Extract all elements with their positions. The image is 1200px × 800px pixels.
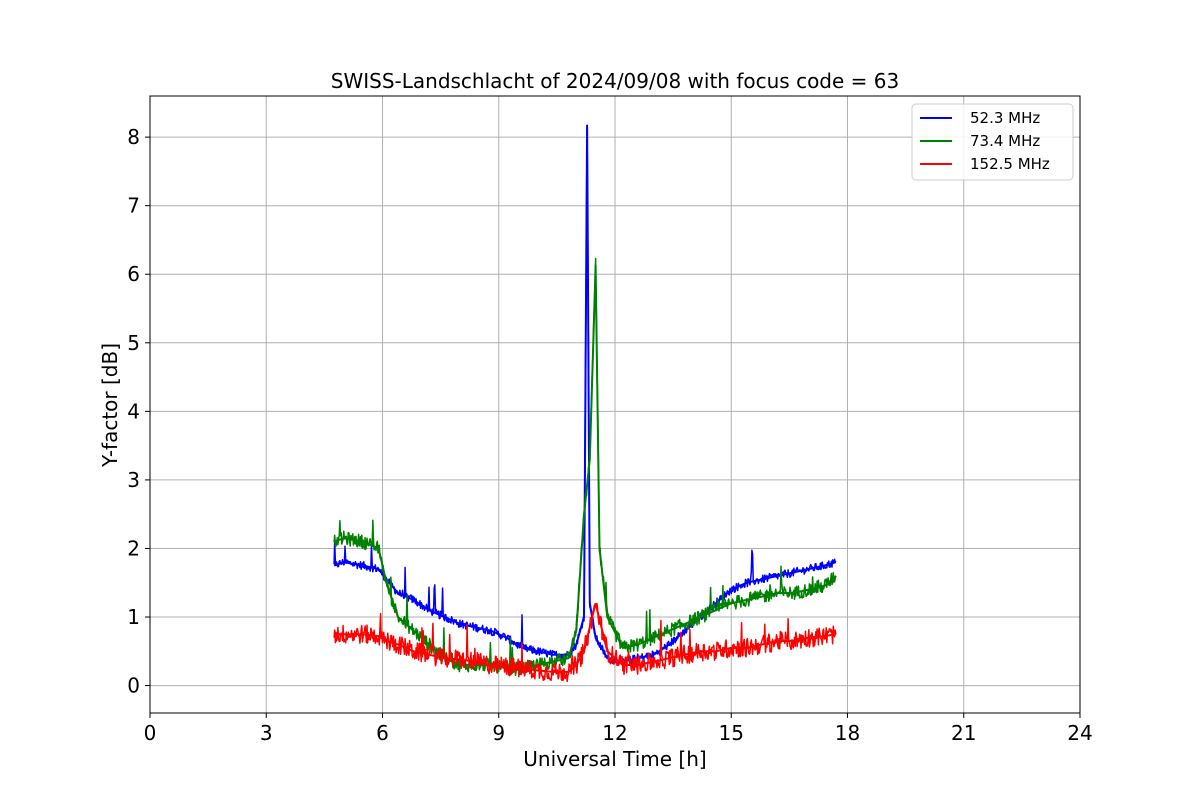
grid (149, 96, 1081, 713)
x-tick-label: 9 (492, 721, 505, 745)
y-tick-label: 3 (127, 468, 140, 492)
series-line-1 (333, 265, 837, 670)
x-tick-label: 18 (835, 721, 860, 745)
x-axis: 0 3 6 9 12 15 18 21 24 (144, 713, 1093, 745)
y-tick-label: 4 (127, 399, 140, 423)
series-line-0 (333, 124, 837, 663)
y-tick-label: 6 (127, 262, 140, 286)
x-tick-label: 3 (260, 721, 273, 745)
y-tick-label: 1 (127, 605, 140, 629)
y-tick-label: 0 (127, 674, 140, 698)
legend-entry-1: 73.4 MHz (970, 132, 1040, 150)
x-tick-label: 24 (1067, 721, 1092, 745)
series-line-2 (334, 603, 837, 673)
y-tick-label: 7 (127, 194, 140, 218)
legend-entry-2: 152.5 MHz (970, 155, 1050, 173)
chart-title: SWISS-Landschlacht of 2024/09/08 with fo… (331, 69, 899, 93)
x-tick-label: 12 (602, 721, 627, 745)
legend-box (911, 103, 1074, 181)
y-tick-label: 5 (127, 331, 140, 355)
legend: 52.3 MHz 73.4 MHz 152.5 MHz (911, 103, 1074, 181)
y-axis-label: Y-factor [dB] (98, 343, 122, 468)
x-axis-label: Universal Time [h] (523, 747, 706, 771)
series-group (333, 124, 837, 683)
y-axis: 0 1 2 3 4 5 6 7 8 (127, 125, 150, 698)
x-tick-label: 6 (376, 721, 389, 745)
x-tick-label: 15 (719, 721, 744, 745)
x-tick-label: 0 (144, 721, 157, 745)
y-tick-label: 2 (127, 536, 140, 560)
x-tick-label: 21 (951, 721, 976, 745)
y-tick-label: 8 (127, 125, 140, 149)
legend-entry-0: 52.3 MHz (970, 109, 1040, 127)
